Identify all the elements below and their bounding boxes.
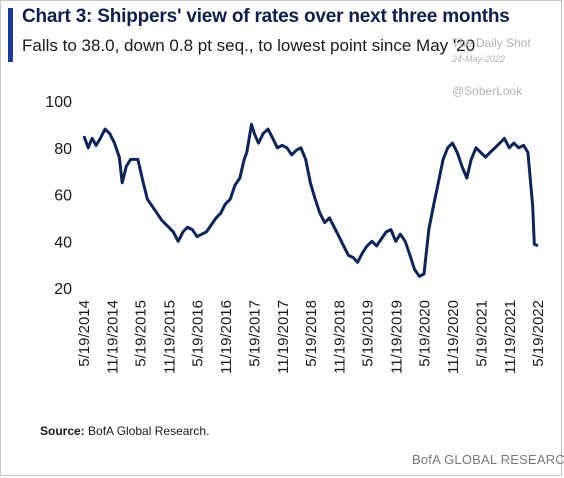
watermark-handle: @SoberLook: [452, 84, 523, 98]
x-tick-label: 5/19/2019: [360, 300, 377, 367]
y-tick-label: 100: [45, 94, 72, 111]
chart-subtitle: Falls to 38.0, down 0.8 pt seq., to lowe…: [22, 36, 476, 55]
source-text: BofA Global Research.: [84, 424, 210, 438]
x-tick-label: 11/19/2015: [161, 300, 178, 374]
y-tick-label: 20: [54, 281, 72, 298]
x-tick-label: 5/19/2022: [530, 300, 547, 367]
x-tick-label: 5/19/2018: [303, 300, 320, 367]
watermark-date: 24-May-2022: [452, 54, 506, 64]
y-tick-label: 40: [54, 234, 72, 251]
x-tick-label: 5/19/2020: [417, 300, 434, 367]
chart-title: Chart 3: Shippers' view of rates over ne…: [22, 6, 510, 27]
x-tick-label: 11/19/2020: [445, 300, 462, 374]
x-tick-label: 5/19/2017: [246, 300, 263, 367]
x-tick-label: 11/19/2018: [332, 300, 349, 374]
x-tick-label: 11/19/2016: [218, 300, 235, 374]
title-accent-bar: [8, 8, 13, 62]
source-label: Source:: [40, 424, 85, 438]
x-tick-label: 11/19/2019: [388, 300, 405, 374]
series-line: [82, 122, 539, 278]
y-tick-label: 60: [54, 188, 72, 205]
x-tick-label: 11/19/2014: [105, 300, 122, 374]
x-tick-label: 5/19/2014: [76, 300, 93, 367]
x-tick-label: 11/19/2017: [275, 300, 292, 374]
y-tick-label: 80: [54, 141, 72, 158]
x-tick-label: 11/19/2021: [502, 300, 519, 374]
x-tick-label: 5/19/2021: [473, 300, 490, 367]
source-note: Source: BofA Global Research.: [40, 424, 209, 438]
x-tick-label: 5/19/2015: [133, 300, 150, 367]
brand-footer: BofA GLOBAL RESEARCH: [412, 452, 564, 467]
watermark-title: The Daily Shot: [452, 36, 531, 50]
x-tick-label: 5/19/2016: [190, 300, 207, 367]
